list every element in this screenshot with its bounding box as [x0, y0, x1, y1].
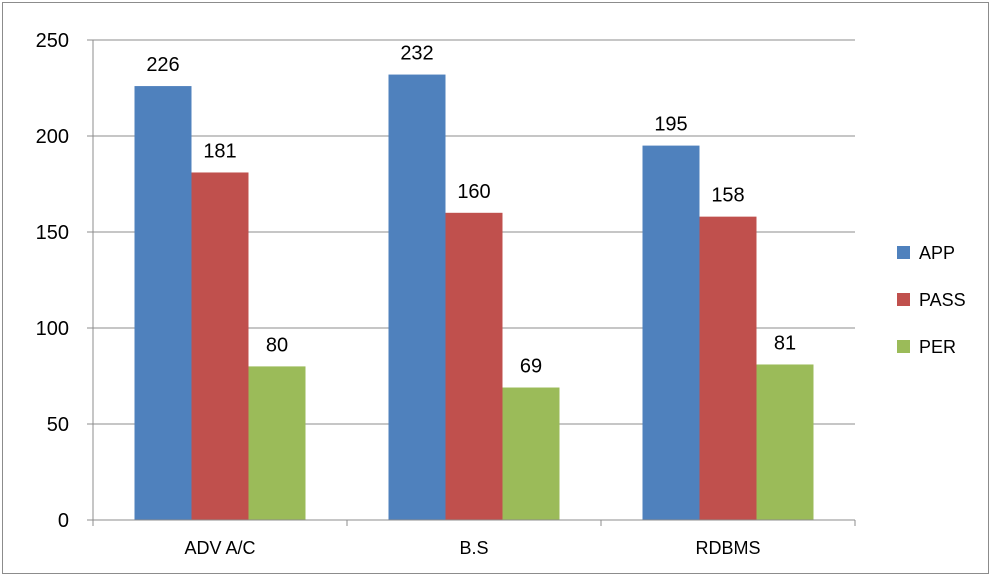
- data-label-per-0: 80: [266, 334, 288, 356]
- bar-pass-0: [191, 172, 249, 521]
- data-label-pass-1: 160: [457, 181, 490, 203]
- bar-per-1: [502, 387, 560, 520]
- data-label-per-1: 69: [520, 356, 542, 378]
- labels: 226 181 80 ADV A/C 232 160 69 B.S 195 158 81 RDBMS: [146, 43, 796, 558]
- bar-app-1: [388, 74, 446, 520]
- y-tick-label-250: 250: [36, 30, 69, 52]
- data-label-app-2: 195: [654, 114, 687, 136]
- y-tick-label-50: 50: [47, 414, 69, 436]
- bars: [134, 74, 814, 521]
- x-tick-label-1: B.S: [459, 538, 488, 558]
- bar-app-2: [642, 145, 700, 520]
- axes: 0 50 100 150 200 250: [36, 30, 856, 532]
- legend-label-pass: PASS: [919, 290, 966, 310]
- legend-swatch-pass: [897, 293, 910, 306]
- legend-swatch-per: [897, 340, 910, 353]
- bar-pass-1: [445, 212, 503, 521]
- y-tick-label-100: 100: [36, 318, 69, 340]
- legend: APP PASS PER: [897, 243, 966, 357]
- data-label-pass-0: 181: [203, 140, 236, 162]
- y-tick-label-150: 150: [36, 222, 69, 244]
- data-label-app-0: 226: [146, 54, 179, 76]
- bar-pass-2: [699, 216, 757, 520]
- legend-label-app: APP: [919, 243, 955, 263]
- x-tick-label-2: RDBMS: [695, 538, 760, 558]
- y-tick-label-200: 200: [36, 126, 69, 148]
- legend-label-per: PER: [919, 337, 956, 357]
- legend-swatch-app: [897, 246, 910, 259]
- y-tick-label-0: 0: [58, 510, 69, 532]
- data-label-pass-2: 158: [711, 185, 744, 207]
- data-label-per-2: 81: [774, 332, 796, 354]
- bar-app-0: [134, 86, 192, 520]
- x-tick-label-0: ADV A/C: [184, 538, 255, 558]
- data-label-app-1: 232: [400, 43, 433, 65]
- bar-per-2: [756, 364, 814, 520]
- bar-per-0: [248, 366, 306, 520]
